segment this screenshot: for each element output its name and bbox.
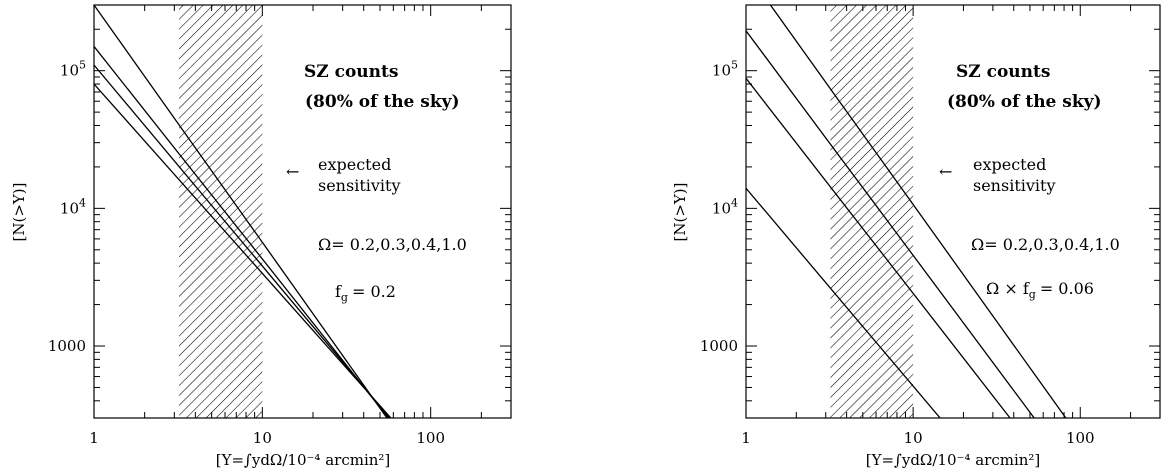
series-line-4 (94, 83, 392, 418)
series-line-2 (94, 46, 389, 418)
annotation-title-line2: (80% of the sky) (947, 92, 1102, 112)
param-prefix: Ω × f (986, 279, 1030, 298)
plot-frame (745, 4, 1161, 419)
tick-labels: 1 10 100 105 104 1000 (48, 59, 445, 447)
x-axis-label: [Y=∫ydΩ/10⁻⁴ arcmin²] (216, 451, 391, 469)
annotation-title-line2: (80% of the sky) (305, 92, 460, 112)
y-axis-label: [N(>Y)] (671, 182, 689, 241)
series-line-3 (94, 64, 391, 418)
x-tick-label: 100 (416, 429, 445, 447)
sensitivity-arrow: ← (286, 162, 299, 181)
y-tick-label: 105 (60, 59, 86, 80)
series-line-1 (94, 5, 388, 418)
sensitivity-label-line1: expected (973, 155, 1046, 174)
tick-labels: 1 10 100 105 104 1000 (700, 59, 1095, 447)
x-tick-label: 1 (741, 429, 751, 447)
series-lines (746, 5, 1067, 418)
series-line-3 (746, 77, 1011, 418)
y-tick-label: 105 (712, 59, 738, 80)
axis-ticks (745, 4, 1161, 419)
sensitivity-label-line1: expected (318, 155, 391, 174)
x-tick-label: 10 (904, 429, 923, 447)
x-tick-label: 1 (89, 429, 99, 447)
plot-frame (93, 4, 512, 419)
sensitivity-band (830, 5, 914, 418)
chart-panel-1: 1 10 100 105 104 1000 [Y=∫ydΩ/10⁻⁴ arcmin²] [… (10, 4, 512, 469)
x-tick-label: 10 (253, 429, 272, 447)
omega-values: Ω= 0.2,0.3,0.4,1.0 (971, 235, 1120, 254)
y-tick-label: 1000 (700, 337, 738, 355)
chart-panel-2: 1 10 100 105 104 1000 [Y=∫ydΩ/10⁻⁴ arcmin²] [… (671, 4, 1161, 469)
series-line-4 (746, 187, 941, 418)
y-tick-label: 1000 (48, 337, 86, 355)
annotation-title-line1: SZ counts (956, 62, 1050, 82)
sensitivity-arrow: ← (939, 162, 952, 181)
y-tick-label: 104 (60, 196, 86, 217)
y-axis-label: [N(>Y)] (10, 182, 28, 241)
param-value: = 0.06 (1040, 279, 1094, 298)
series-line-2 (746, 30, 1035, 418)
param-value: = 0.2 (352, 282, 396, 301)
x-axis-label: [Y=∫ydΩ/10⁻⁴ arcmin²] (866, 451, 1041, 469)
axis-ticks (93, 4, 512, 419)
series-lines (94, 5, 392, 418)
annotation-title-line1: SZ counts (304, 62, 398, 82)
shaded-band (179, 5, 263, 418)
parameter-annotation: fg = 0.2 (335, 282, 396, 304)
param-sub: g (341, 291, 348, 304)
omega-values: Ω= 0.2,0.3,0.4,1.0 (318, 235, 467, 254)
y-tick-label: 104 (712, 196, 738, 217)
sensitivity-band (179, 5, 263, 418)
param-prefix: f (335, 282, 342, 301)
parameter-annotation: Ω × fg = 0.06 (986, 279, 1094, 301)
series-line-1 (769, 5, 1067, 418)
shaded-band (830, 5, 914, 418)
sensitivity-label-line2: sensitivity (318, 176, 400, 195)
param-sub: g (1029, 288, 1036, 301)
x-tick-label: 100 (1066, 429, 1095, 447)
sensitivity-label-line2: sensitivity (973, 176, 1055, 195)
